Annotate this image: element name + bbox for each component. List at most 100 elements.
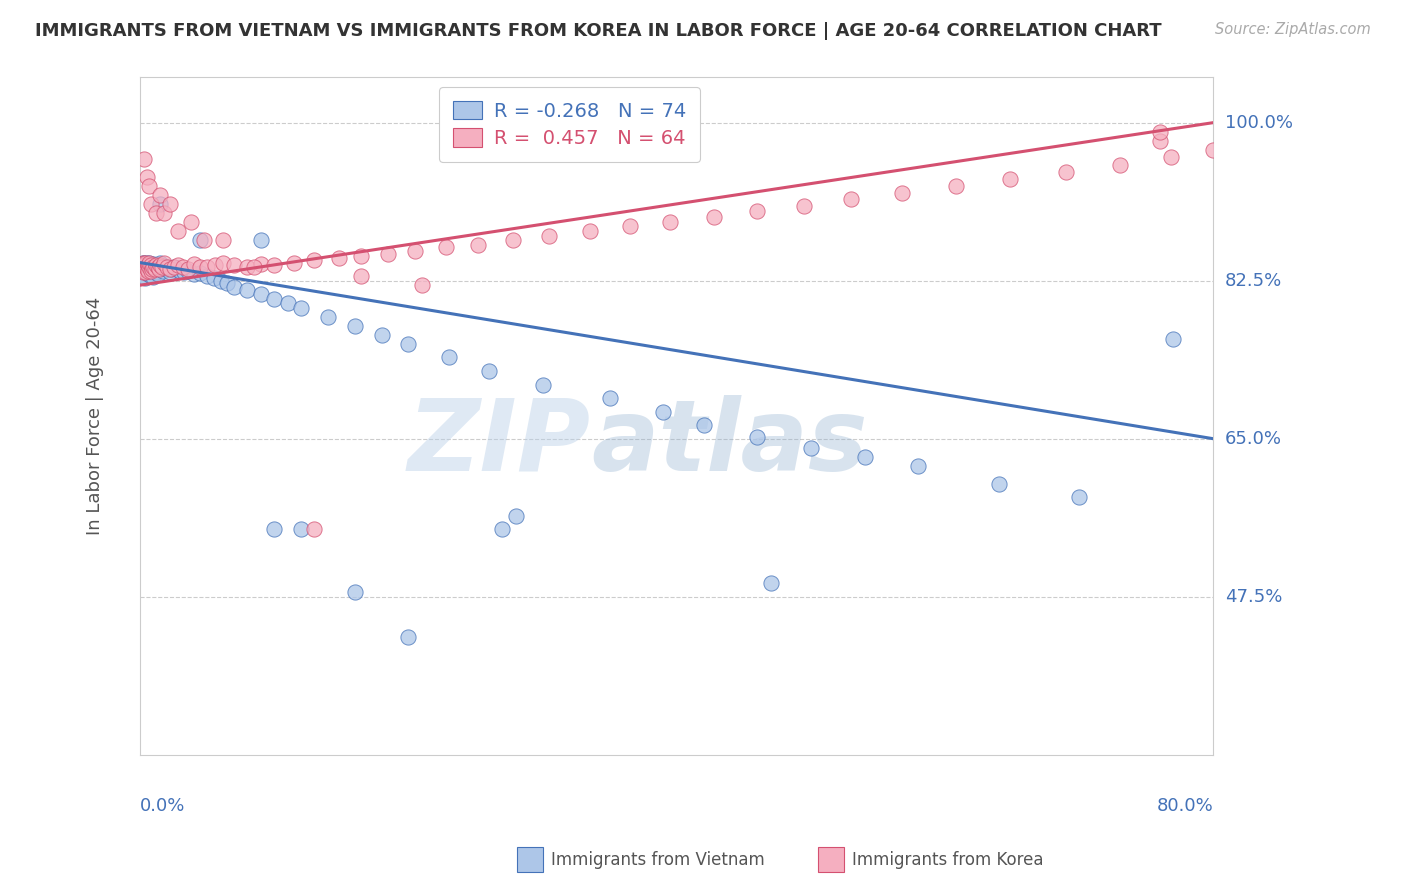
Point [599, 391, 621, 405]
Point [190, 266, 212, 280]
Point [891, 186, 914, 200]
Point [370, 327, 392, 342]
Point [759, 576, 782, 591]
Point [141, 260, 163, 274]
Point [165, 261, 187, 276]
Point [132, 261, 155, 276]
Point [169, 264, 191, 278]
Point [491, 522, 513, 536]
Point [250, 257, 273, 271]
Point [204, 258, 226, 272]
Point [212, 233, 235, 247]
Point [411, 278, 433, 293]
Point [478, 364, 501, 378]
Point [404, 244, 426, 258]
Point [134, 255, 156, 269]
Point [173, 265, 195, 279]
Point [209, 274, 232, 288]
Point [155, 261, 177, 276]
Point [142, 270, 165, 285]
Point [135, 260, 157, 274]
Point [143, 264, 166, 278]
Point [343, 585, 366, 599]
Point [1149, 125, 1171, 139]
Point [149, 197, 172, 211]
Point [139, 265, 162, 279]
Point [135, 265, 157, 279]
Point [148, 261, 170, 276]
Point [131, 260, 153, 274]
Point [1160, 150, 1182, 164]
Point [136, 261, 159, 276]
Point [152, 264, 174, 278]
Point [304, 522, 326, 536]
Point [236, 260, 259, 274]
Point [145, 265, 167, 279]
Point [149, 255, 172, 269]
Point [134, 265, 156, 279]
Point [263, 292, 285, 306]
Point [839, 193, 862, 207]
Point [132, 255, 155, 269]
Point [132, 265, 155, 279]
Point [304, 252, 326, 267]
Text: Source: ZipAtlas.com: Source: ZipAtlas.com [1215, 22, 1371, 37]
Point [172, 260, 194, 274]
Point [162, 260, 184, 274]
Text: 47.5%: 47.5% [1225, 588, 1282, 606]
Point [135, 255, 157, 269]
Point [396, 337, 419, 351]
Point [138, 255, 160, 269]
Point [183, 268, 205, 282]
Point [222, 258, 245, 272]
Point [156, 260, 179, 274]
Point [853, 450, 876, 464]
Point [652, 404, 675, 418]
Point [132, 258, 155, 272]
Point [145, 206, 167, 220]
Text: IMMIGRANTS FROM VIETNAM VS IMMIGRANTS FROM KOREA IN LABOR FORCE | AGE 20-64 CORR: IMMIGRANTS FROM VIETNAM VS IMMIGRANTS FR… [35, 22, 1161, 40]
Point [131, 260, 153, 274]
Point [136, 264, 159, 278]
Point [396, 631, 419, 645]
Text: atlas: atlas [591, 395, 868, 491]
Point [134, 265, 156, 279]
Point [437, 351, 460, 365]
Point [138, 260, 160, 274]
Point [619, 219, 641, 234]
Point [217, 277, 239, 291]
Point [139, 258, 162, 272]
Point [143, 260, 166, 274]
Point [162, 260, 184, 274]
Point [1108, 158, 1130, 172]
Point [148, 260, 170, 274]
Point [793, 199, 815, 213]
Point [159, 261, 181, 276]
Point [659, 215, 682, 229]
Point [467, 237, 489, 252]
Point [153, 255, 176, 269]
Point [149, 261, 172, 276]
Point [350, 269, 373, 284]
Point [141, 261, 163, 276]
Point [160, 261, 183, 276]
Point [180, 215, 202, 229]
Point [1054, 165, 1077, 179]
Point [136, 258, 159, 272]
Point [139, 264, 162, 278]
Point [998, 171, 1021, 186]
Point [250, 287, 273, 301]
Text: Immigrants from Vietnam: Immigrants from Vietnam [551, 851, 765, 869]
Point [136, 268, 159, 282]
Point [505, 508, 527, 523]
Point [316, 310, 339, 324]
Point [193, 233, 215, 247]
Point [328, 251, 350, 265]
Point [277, 296, 299, 310]
Point [578, 224, 600, 238]
Point [945, 178, 967, 193]
Point [263, 258, 285, 272]
Point [138, 261, 160, 276]
Point [692, 418, 714, 433]
Point [190, 233, 212, 247]
